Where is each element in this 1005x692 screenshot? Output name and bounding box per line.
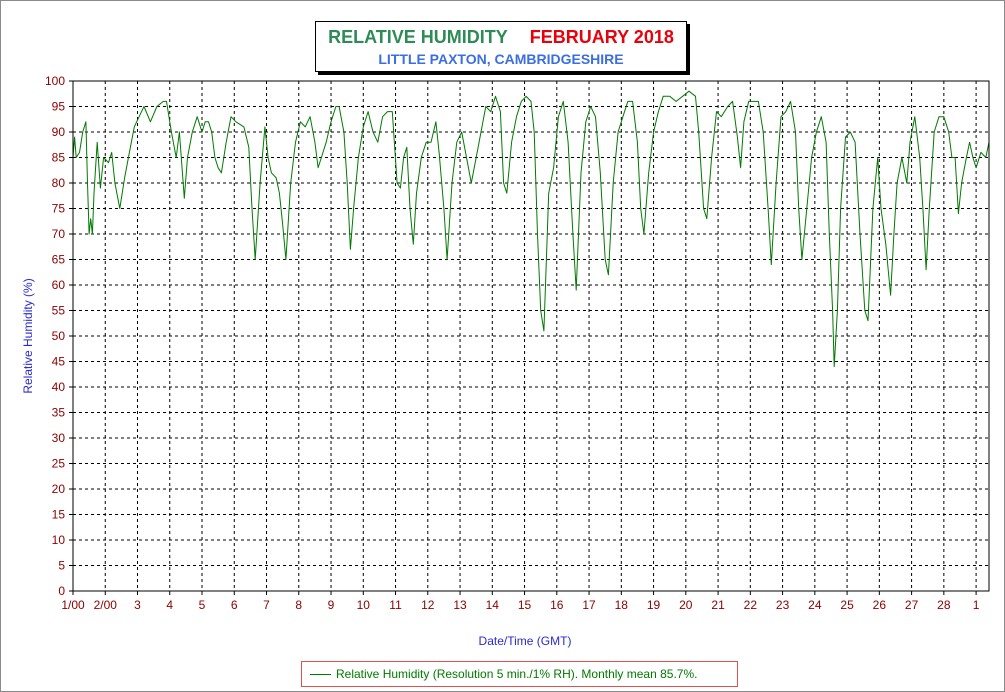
- x-tick-label: 3: [134, 598, 141, 612]
- x-axis-title: Date/Time (GMT): [479, 634, 572, 648]
- y-tick-label: 90: [52, 125, 66, 139]
- y-tick-label: 5: [58, 559, 65, 573]
- x-tick-label: 26: [873, 598, 887, 612]
- x-tick-label: 14: [486, 598, 500, 612]
- x-tick-label: 24: [808, 598, 822, 612]
- x-tick-label: 20: [679, 598, 693, 612]
- chart-title: RELATIVE HUMIDITY: [328, 27, 508, 47]
- x-tick-label: 13: [453, 598, 467, 612]
- x-tick-label: 27: [905, 598, 919, 612]
- x-tick-label: 4: [166, 598, 173, 612]
- x-tick-label: 22: [744, 598, 758, 612]
- legend: Relative Humidity (Resolution 5 min./1% …: [301, 661, 738, 687]
- title-box: RELATIVE HUMIDITY FEBRUARY 2018 LITTLE PA…: [315, 21, 687, 72]
- legend-label: Relative Humidity (Resolution 5 min./1% …: [336, 667, 698, 681]
- x-tick-label: 23: [776, 598, 790, 612]
- x-tick-label: 28: [937, 598, 951, 612]
- y-tick-label: 10: [52, 533, 66, 547]
- y-tick-label: 80: [52, 176, 66, 190]
- x-tick-label: 8: [295, 598, 302, 612]
- y-tick-label: 55: [52, 304, 66, 318]
- x-tick-label: 19: [647, 598, 661, 612]
- plot-border: [72, 80, 990, 592]
- y-tick-label: 50: [52, 329, 66, 343]
- y-tick-label: 45: [52, 355, 66, 369]
- x-tick-label: 7: [263, 598, 270, 612]
- y-tick-label: 20: [52, 482, 66, 496]
- x-tick-label: 5: [199, 598, 206, 612]
- x-tick-label: 6: [231, 598, 238, 612]
- y-axis-title: Relative Humidity (%): [21, 278, 35, 393]
- y-tick-label: 65: [52, 253, 66, 267]
- x-tick-label: 1: [973, 598, 980, 612]
- tick-labels: 0510152025303540455055606570758085909510…: [45, 74, 980, 612]
- series-layer: [72, 90, 990, 368]
- chart-title-date: FEBRUARY 2018: [529, 27, 674, 47]
- y-tick-label: 85: [52, 151, 66, 165]
- x-tick-label: 25: [840, 598, 854, 612]
- x-tick-label: 17: [582, 598, 596, 612]
- x-tick-label: 15: [518, 598, 532, 612]
- y-tick-label: 15: [52, 508, 66, 522]
- y-tick-label: 35: [52, 406, 66, 420]
- y-tick-label: 25: [52, 457, 66, 471]
- title-line: RELATIVE HUMIDITY FEBRUARY 2018: [316, 27, 686, 48]
- y-tick-label: 75: [52, 202, 66, 216]
- x-tick-label: 1/00: [61, 598, 85, 612]
- x-tick-label: 18: [615, 598, 629, 612]
- x-tick-label: 21: [711, 598, 725, 612]
- x-tick-label: 11: [389, 598, 402, 612]
- y-tick-label: 70: [52, 227, 66, 241]
- y-tick-label: 100: [45, 74, 65, 88]
- x-tick-label: 12: [421, 598, 435, 612]
- y-tick-label: 60: [52, 278, 66, 292]
- x-tick-label: 16: [550, 598, 564, 612]
- x-tick-label: 9: [328, 598, 335, 612]
- x-tick-label: 2/00: [94, 598, 118, 612]
- grid-layer: [69, 80, 989, 595]
- y-tick-label: 0: [58, 584, 65, 598]
- y-tick-label: 30: [52, 431, 66, 445]
- x-tick-label: 10: [357, 598, 371, 612]
- chart-subtitle: LITTLE PAXTON, CAMBRIDGESHIRE: [378, 51, 624, 67]
- y-tick-label: 40: [52, 380, 66, 394]
- y-tick-label: 95: [52, 100, 66, 114]
- series-line-relative-humidity: [72, 90, 990, 368]
- legend-swatch: [310, 674, 331, 675]
